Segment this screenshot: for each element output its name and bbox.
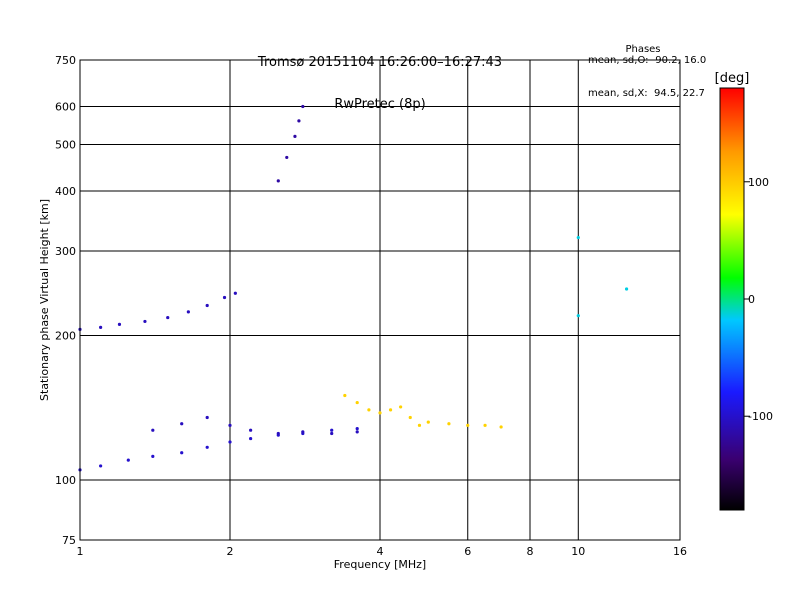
data-point: [297, 119, 301, 123]
data-point: [205, 303, 209, 308]
stats-x-line: mean, sd,X: 94.5, 22.7: [588, 88, 705, 99]
data-point: [343, 393, 347, 398]
colorbar-ticks: 100 0 -100: [744, 176, 773, 423]
x-tick-label: 6: [464, 545, 471, 558]
data-point: [180, 451, 184, 455]
x-tick-label: 8: [527, 545, 534, 558]
data-point: [293, 134, 297, 138]
data-point: [233, 291, 237, 295]
y-tick-label: 500: [55, 139, 76, 152]
data-point: [166, 315, 170, 320]
y-tick-label: 750: [55, 54, 76, 67]
y-tick-label: 200: [55, 330, 76, 343]
x-tick-label: 16: [673, 545, 687, 558]
data-point: [99, 464, 103, 468]
data-point: [399, 405, 403, 409]
colorbar-tick-label: 0: [748, 293, 755, 306]
colorbar-tick-label: -100: [748, 410, 773, 423]
data-point: [99, 325, 103, 329]
data-point: [276, 431, 280, 436]
data-point: [483, 423, 487, 427]
y-tick-label: 400: [55, 185, 76, 198]
data-point: [117, 322, 122, 326]
x-axis-label: Frequency [MHz]: [334, 558, 426, 571]
data-point: [355, 430, 359, 434]
data-point: [576, 314, 580, 318]
data-point: [330, 431, 334, 436]
data-point: [276, 179, 280, 183]
stats-o-line: mean, sd,O: -90.2, 16.0: [588, 55, 707, 66]
data-point: [367, 408, 371, 412]
y-axis-ticks: 75 100 200 300 400 500 600 750: [55, 54, 76, 547]
plot-frame: [79, 59, 681, 541]
data-point: [355, 400, 359, 405]
y-tick-label: 600: [55, 101, 76, 114]
x-tick-label: 2: [227, 545, 234, 558]
data-point: [126, 458, 130, 462]
data-point: [408, 415, 412, 420]
colorbar: [719, 87, 745, 511]
y-tick-label: 100: [55, 474, 76, 487]
data-point: [180, 422, 184, 426]
x-axis-ticks: 1 2 4 6 8 10 16: [77, 545, 688, 558]
data-point: [576, 235, 580, 240]
data-point: [205, 415, 209, 420]
data-point: [143, 319, 147, 324]
data-point: [301, 430, 305, 434]
data-point: [301, 104, 305, 109]
data-point: [249, 436, 253, 441]
data-point: [388, 408, 393, 412]
colorbar-label: [deg]: [715, 71, 750, 86]
data-point: [249, 428, 253, 432]
data-point: [426, 420, 430, 424]
data-point: [466, 423, 470, 427]
data-point: [378, 411, 382, 415]
data-point: [417, 423, 422, 427]
data-points: [78, 104, 629, 472]
data-point: [447, 422, 451, 426]
x-tick-label: 10: [571, 545, 585, 558]
data-point: [330, 428, 334, 432]
colorbar-tick-label: 100: [748, 176, 769, 189]
data-point: [228, 423, 232, 427]
data-point: [499, 425, 503, 429]
chart-subtitle: RwPretec (8p): [334, 97, 426, 112]
stats-heading: Phases: [625, 44, 661, 55]
y-axis-label: Stationary phase Virtual Height [km]: [38, 199, 51, 401]
y-tick-label: 75: [62, 534, 76, 547]
grid-lines: [80, 60, 680, 540]
data-point: [355, 426, 359, 431]
data-point: [151, 454, 155, 459]
data-point: [151, 428, 155, 432]
data-point: [228, 440, 232, 444]
data-point: [285, 155, 289, 160]
data-point: [205, 445, 209, 449]
x-tick-label: 4: [377, 545, 384, 558]
data-point: [186, 310, 190, 314]
x-tick-label: 1: [77, 545, 84, 558]
data-point: [222, 295, 227, 300]
chart-title: Tromsø 20151104 16:26:00–16:27:43: [257, 55, 503, 70]
y-tick-label: 300: [55, 245, 76, 258]
data-point: [624, 287, 629, 291]
